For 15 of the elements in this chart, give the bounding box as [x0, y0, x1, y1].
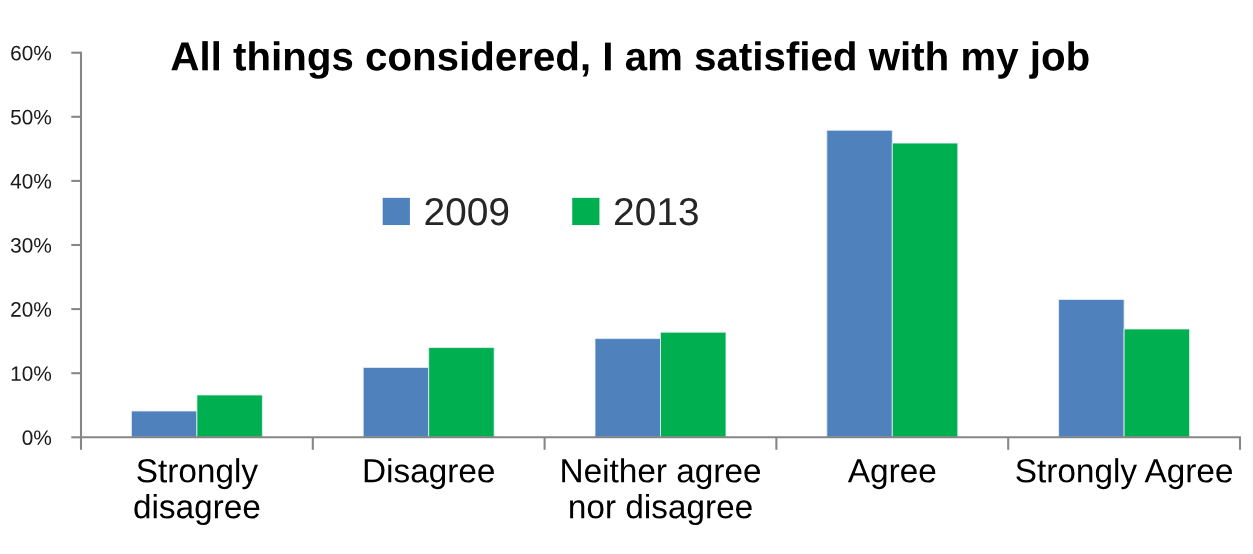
y-tick-label: 20% [11, 302, 52, 317]
x-tick-label: Strongly disagree [134, 458, 260, 526]
x-tick-label: Agree [847, 459, 936, 490]
x-tick-label: Neither agree nor disagree [562, 458, 761, 526]
y-tick-label: 50% [10, 109, 52, 125]
legend-label: 2009 [425, 197, 509, 226]
y-tick-label: 40% [10, 173, 52, 189]
y-tick-label: 10% [11, 366, 52, 381]
chart-title: All things considered, I am satisfied with my job [171, 41, 1089, 79]
x-tick-label: Disagree [364, 458, 494, 490]
x-tick-label: Strongly Agree [1016, 458, 1232, 490]
y-tick-label: 30% [10, 238, 52, 253]
y-tick-label: 0% [22, 430, 52, 446]
legend-label: 2013 [615, 197, 698, 226]
y-tick-label: 60% [11, 45, 52, 61]
